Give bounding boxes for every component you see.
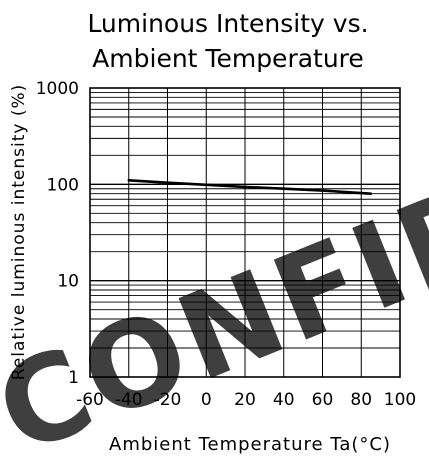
- x-tick-label: 0: [201, 390, 212, 410]
- chart-title-line-2: Ambient Temperature: [92, 44, 364, 73]
- series-layer: [127, 179, 373, 195]
- x-tick-label: 20: [234, 390, 256, 410]
- y-tick-label: 1000: [36, 79, 79, 99]
- y-tick-labels: 1 10 100 1000: [36, 79, 79, 388]
- x-tick-label: 40: [273, 390, 295, 410]
- series-line-1: [127, 179, 373, 195]
- chart-title-line-1: Luminous Intensity vs.: [87, 9, 368, 38]
- x-tick-label: -40: [115, 390, 143, 410]
- x-tick-label: 60: [312, 390, 334, 410]
- y-tick-label: 1: [68, 368, 79, 388]
- x-tick-label: 100: [384, 390, 416, 410]
- x-tick-label: -60: [76, 390, 104, 410]
- x-axis-label: Ambient Temperature Ta(°C): [109, 434, 391, 455]
- y-axis-label: Relative luminous intensity (%): [9, 84, 29, 380]
- x-tick-label: -20: [154, 390, 182, 410]
- x-tick-labels: -60 -40 -20 0 20 40 60 80 100: [76, 390, 416, 410]
- x-tick-label: 80: [350, 390, 372, 410]
- y-tick-label: 100: [47, 175, 79, 195]
- grid: [89, 87, 401, 378]
- y-tick-label: 10: [57, 272, 79, 292]
